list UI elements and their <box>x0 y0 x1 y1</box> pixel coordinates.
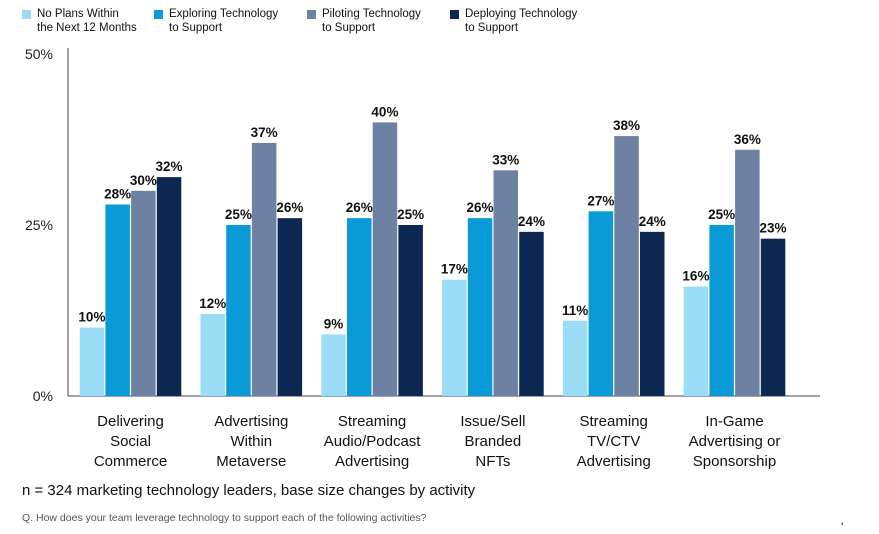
bar <box>277 218 303 396</box>
bar <box>467 218 493 396</box>
bar <box>493 170 518 396</box>
bar <box>251 142 277 396</box>
bar <box>347 218 372 396</box>
bar <box>735 149 760 396</box>
bar <box>156 177 182 396</box>
category-label: Delivering Social Commerce <box>94 413 167 470</box>
bar-value-label: 26% <box>346 200 373 215</box>
bar <box>760 238 786 396</box>
bar-value-label: 36% <box>734 132 761 147</box>
bar-value-label: 38% <box>613 118 640 133</box>
y-tick-label: 0% <box>33 388 53 404</box>
bar-value-label: 24% <box>639 214 666 229</box>
survey-question: Q. How does your team leverage technolog… <box>22 512 427 524</box>
corner-mark: ' <box>841 520 844 534</box>
bar <box>131 190 156 396</box>
bar-value-label: 25% <box>225 207 252 222</box>
bar-value-label: 10% <box>78 310 105 325</box>
bar-value-label: 25% <box>397 207 424 222</box>
bar <box>640 231 665 396</box>
bar <box>442 279 467 396</box>
bar <box>321 334 346 396</box>
bar-value-label: 28% <box>104 186 131 201</box>
legend-label: No Plans Within the Next 12 Months <box>37 8 137 34</box>
bar <box>562 320 588 396</box>
bar-value-label: 27% <box>587 193 614 208</box>
bar-value-label: 16% <box>682 269 709 284</box>
bar-value-label: 25% <box>708 207 735 222</box>
legend-swatch <box>22 10 31 19</box>
bar <box>398 225 423 396</box>
y-tick-label: 25% <box>25 217 53 233</box>
y-tick-label: 50% <box>25 46 53 62</box>
legend-label: Piloting Technology to Support <box>322 8 421 34</box>
bar <box>709 225 734 396</box>
bar <box>519 231 544 396</box>
category-label: In-Game Advertising or Sponsorship <box>689 413 781 470</box>
bar-value-label: 24% <box>518 214 545 229</box>
legend-label: Deploying Technology to Support <box>465 8 578 34</box>
legend-swatch <box>450 10 459 19</box>
bar <box>79 327 105 396</box>
category-label: Streaming Audio/Podcast Advertising <box>324 413 422 470</box>
bar <box>200 313 225 396</box>
legend-swatch <box>154 10 163 19</box>
category-label: Streaming TV/CTV Advertising <box>577 413 651 470</box>
bar <box>683 286 709 396</box>
bar-value-label: 33% <box>492 152 519 167</box>
bar <box>105 204 130 396</box>
bar-value-label: 40% <box>371 104 398 119</box>
bar-value-label: 26% <box>276 200 303 215</box>
bar-value-label: 32% <box>156 159 183 174</box>
chart-legend: No Plans Within the Next 12 Months Explor… <box>22 7 862 41</box>
sample-size-note: n = 324 marketing technology leaders, ba… <box>22 482 476 499</box>
bar-value-label: 37% <box>251 125 278 140</box>
bar-value-label: 12% <box>199 296 226 311</box>
bar-value-label: 9% <box>324 316 344 331</box>
legend-swatch <box>307 10 316 19</box>
bar-value-label: 30% <box>130 173 157 188</box>
bar <box>614 136 639 396</box>
bar <box>226 225 251 396</box>
category-label: Issue/Sell Branded NFTs <box>460 413 525 470</box>
bar-value-label: 23% <box>760 221 787 236</box>
bar <box>372 122 398 397</box>
bar-chart: 0% 25% 50% 10% 28%30%32% Delivering Social Comm… <box>25 46 820 470</box>
bar-value-label: 17% <box>441 262 468 277</box>
bar-value-label: 26% <box>467 200 494 215</box>
category-label: Advertising Within Metaverse <box>214 413 288 470</box>
bar <box>588 211 614 396</box>
legend-label: Exploring Technology to Support <box>169 8 279 34</box>
bar-value-label: 11% <box>562 303 588 318</box>
